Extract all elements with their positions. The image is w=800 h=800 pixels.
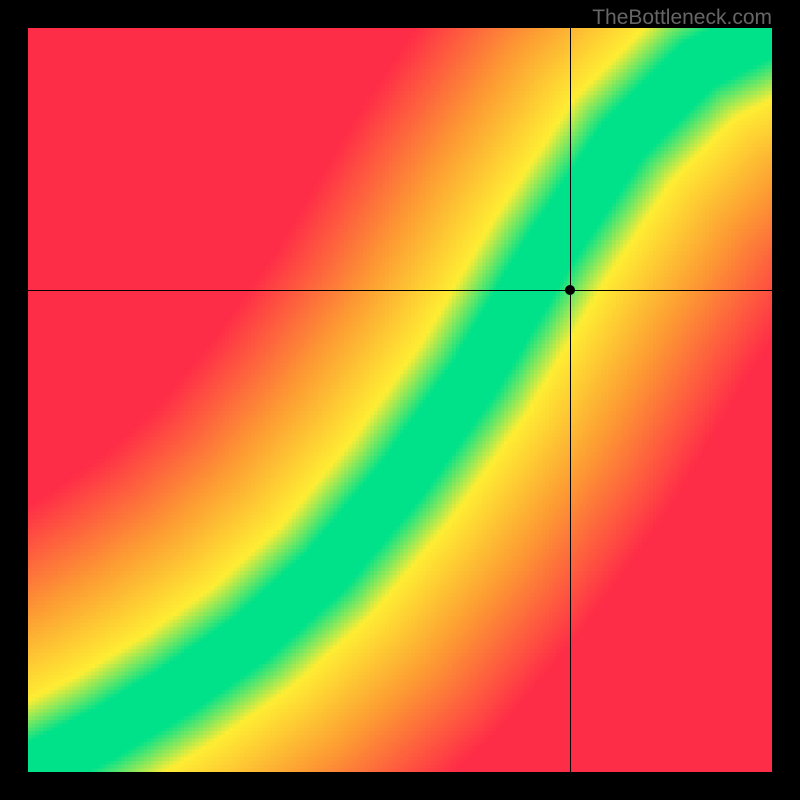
heatmap-canvas	[28, 28, 772, 772]
crosshair-horizontal	[28, 290, 772, 291]
crosshair-marker	[565, 285, 575, 295]
watermark-text: TheBottleneck.com	[592, 6, 772, 30]
crosshair-vertical	[570, 28, 571, 772]
plot-area	[28, 28, 772, 772]
